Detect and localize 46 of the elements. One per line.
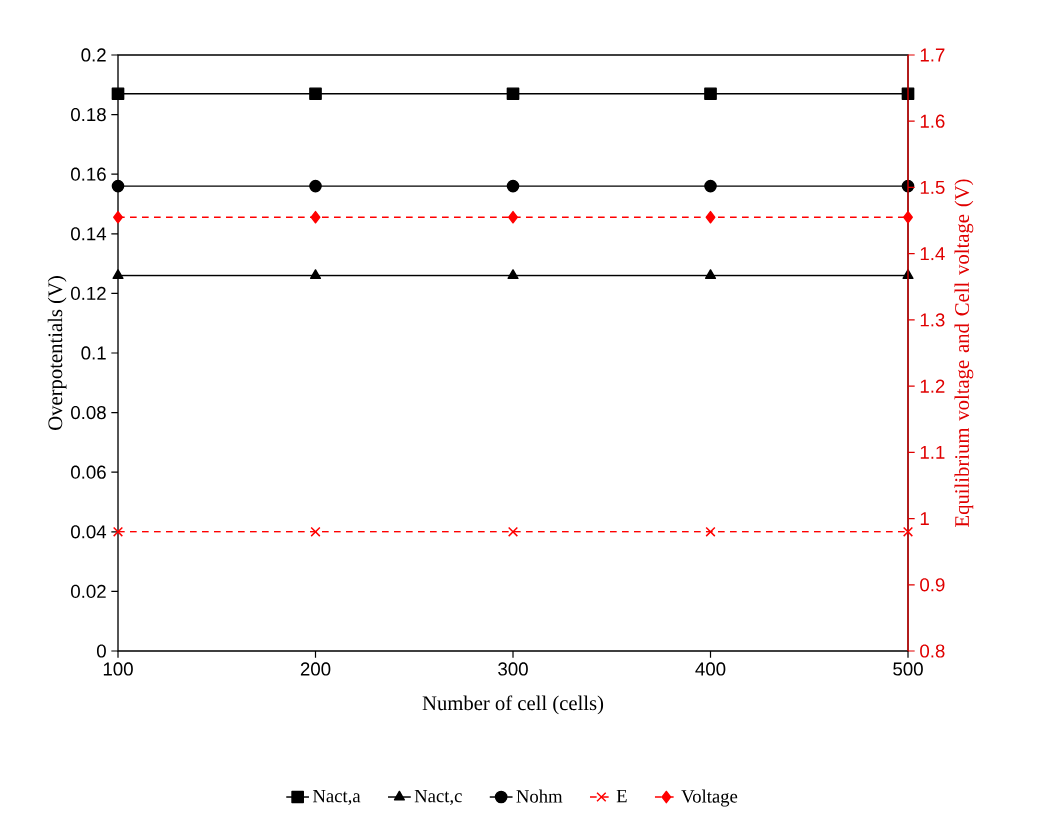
y-tick-label: 0.14 [71,227,107,241]
y2-tick-label: 1.5 [920,180,945,194]
y-tick-label: 0.12 [71,286,106,301]
point [704,269,717,280]
legend-label: Nact,a [312,789,361,805]
y-tick-label: 0.18 [71,107,106,122]
y2-tick-label: 0.9 [920,578,945,592]
point [704,179,717,193]
x-tick-label: 400 [695,662,726,676]
y-axis-title: Overpotentials (V) [47,276,67,430]
legend-label: Voltage [681,789,738,807]
point [506,179,520,193]
y-tick-label: 0.06 [71,465,106,479]
y2-tick-label: 1.7 [920,48,945,62]
legend-label: Nact,c [414,789,462,805]
y-tick-label: 0.08 [71,405,106,420]
point [111,87,125,101]
x-tick-label: 100 [103,662,133,676]
y-tick-label: 0.04 [71,525,107,539]
y-tick-label: 0.16 [71,167,106,181]
x-tick-label: 300 [498,662,528,676]
point [506,87,520,101]
legend-label: E [616,789,627,803]
y2-tick-label: 0.8 [920,644,945,658]
y2-axis-title: Equilibrium voltage and Cell voltage (V) [954,179,974,527]
y2-tick-label: 1.3 [920,313,945,327]
point [704,87,717,101]
y-tick-label: 0.2 [81,48,106,62]
y-tick-label: 0 [96,644,106,658]
y2-tick-label: 1.4 [920,247,945,261]
y-tick-label: 0.1 [81,346,106,360]
point [111,179,125,193]
point [309,87,322,101]
y2-tick-label: 1.1 [920,445,945,459]
x-tick-label: 500 [893,662,923,676]
y-tick-label: 0.02 [71,584,106,599]
y2-tick-label: 1.2 [920,379,945,393]
point [507,269,519,280]
legend-label: Nohm [516,789,563,803]
y2-tick-label: 1.6 [920,114,945,128]
x-tick-label: 200 [300,662,331,676]
point [309,179,322,193]
x-axis-title: Number of cell (cells) [422,695,604,715]
point [112,269,124,280]
y2-tick-label: 1 [920,512,929,525]
point [309,269,322,280]
